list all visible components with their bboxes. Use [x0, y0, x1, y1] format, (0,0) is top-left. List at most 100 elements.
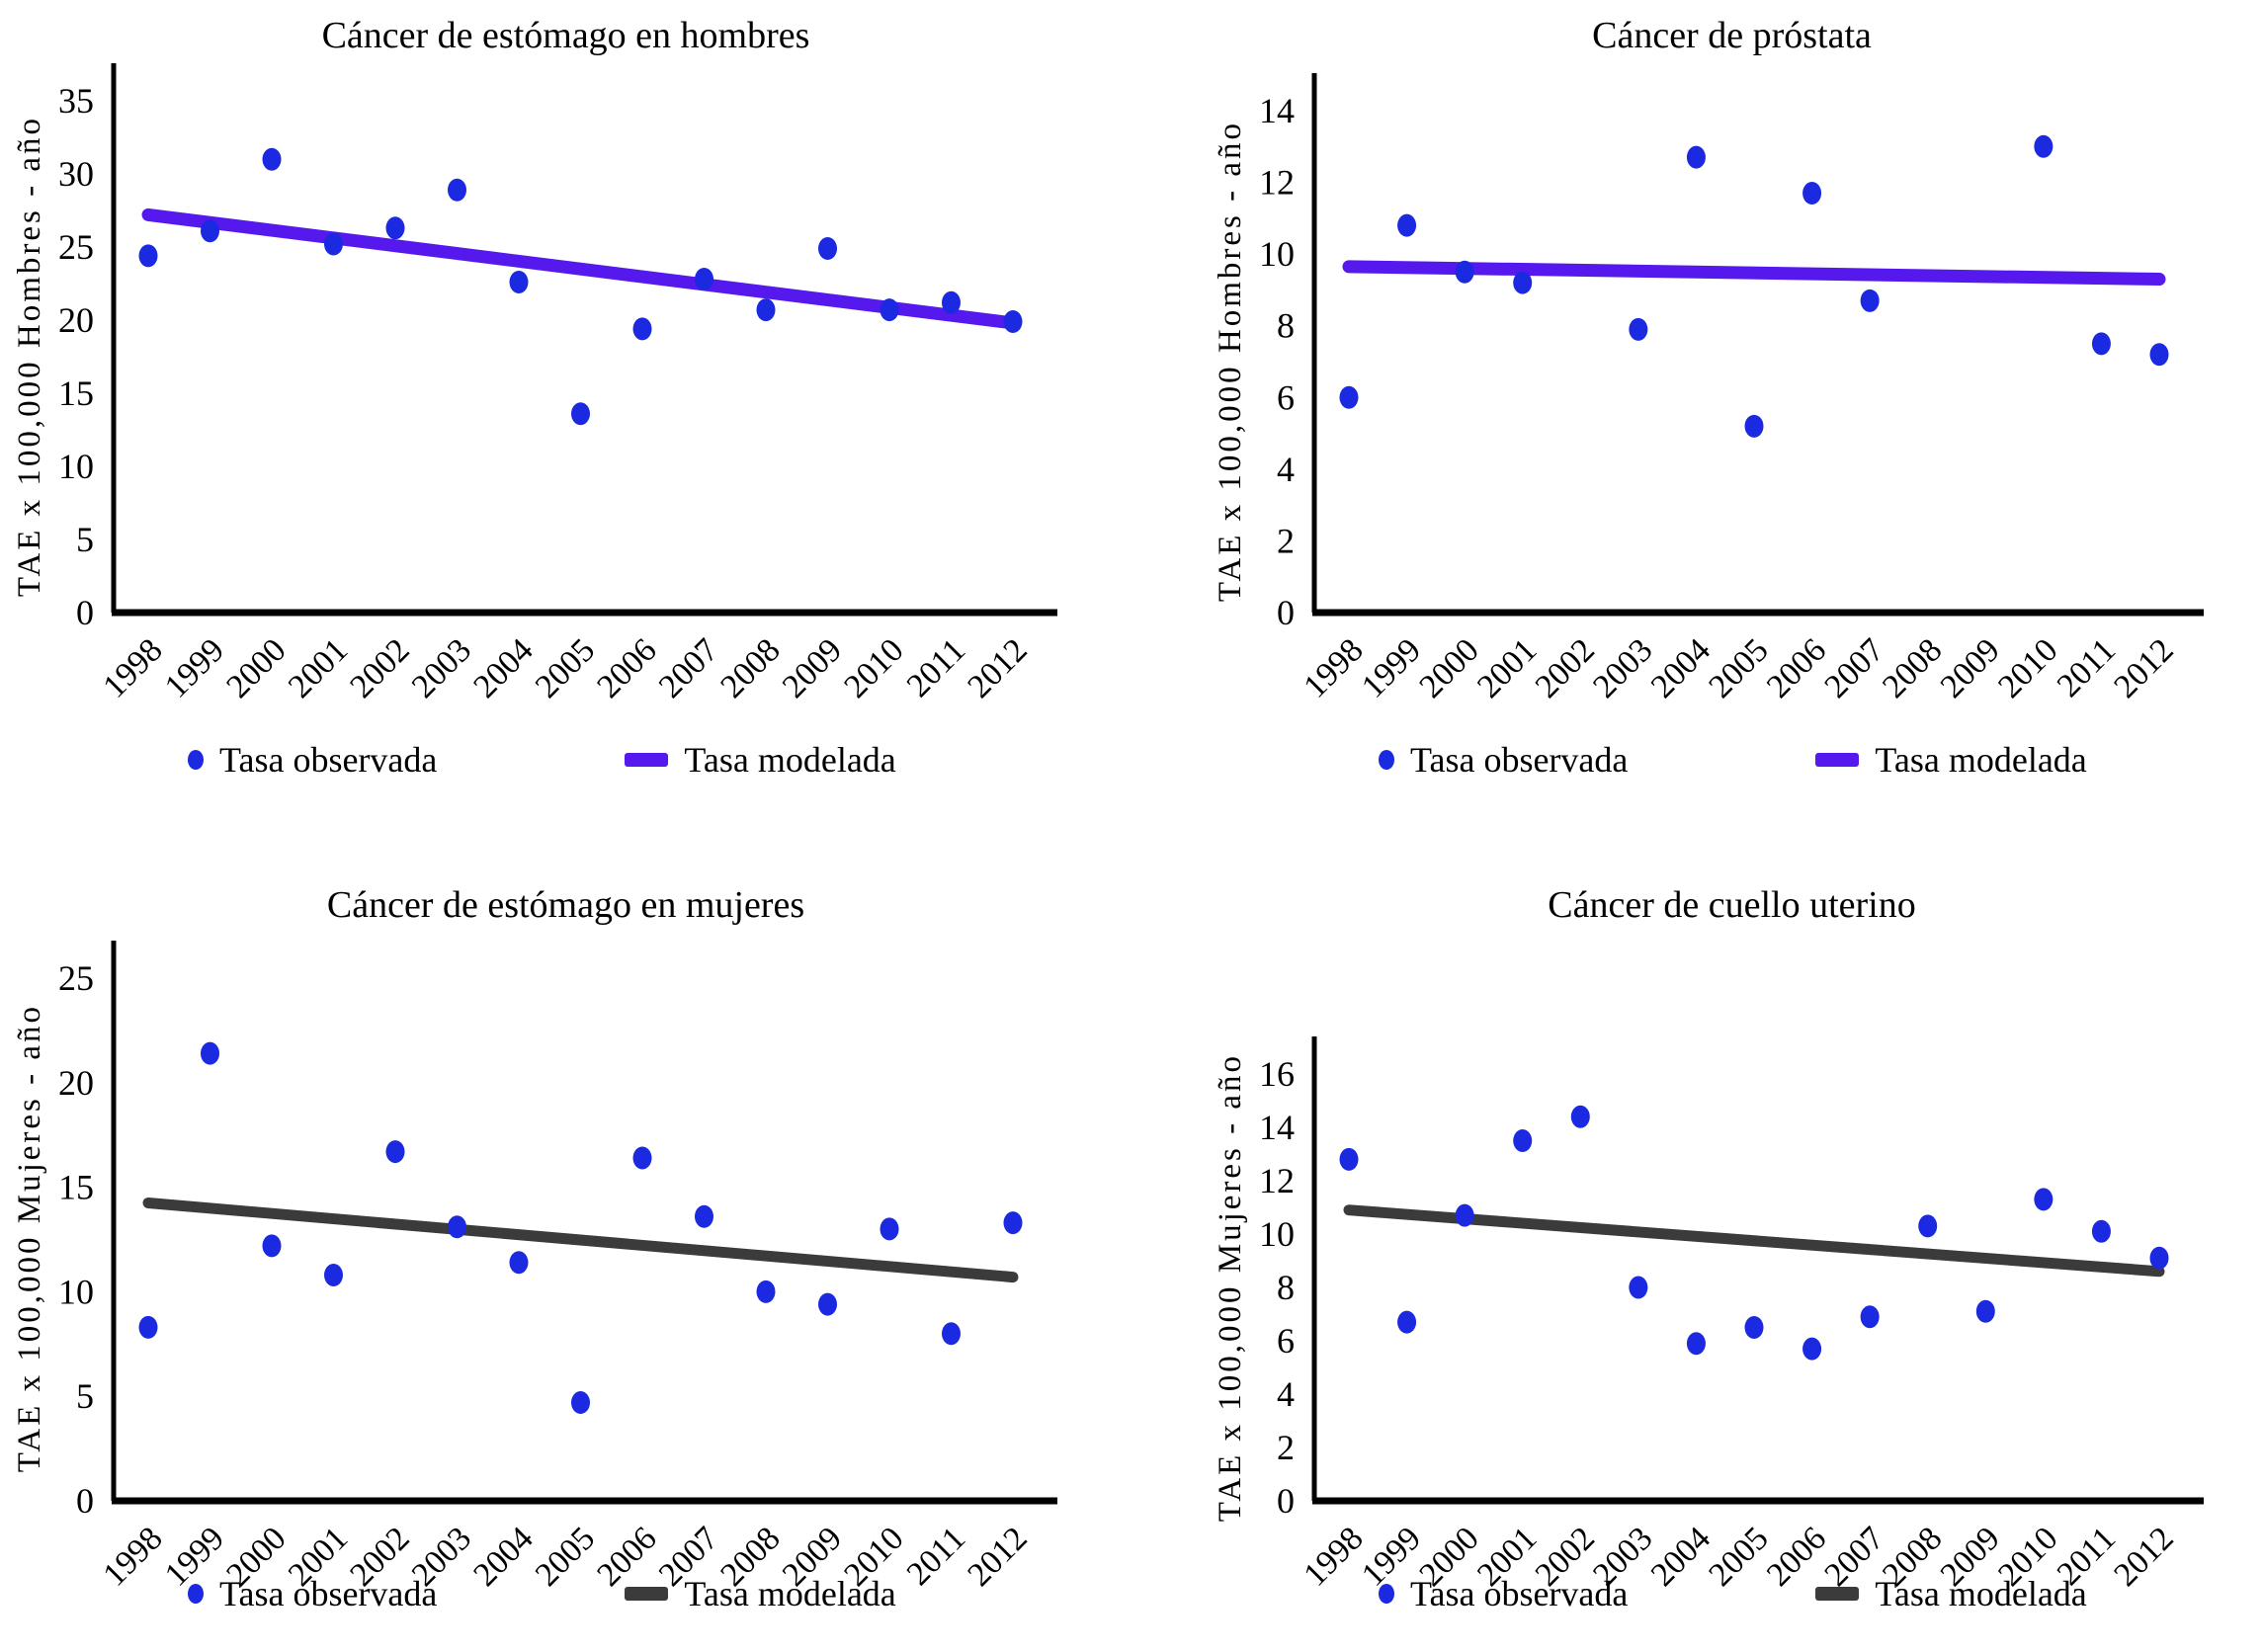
- chart-plot-area: 0510152025199819992000200120022003200420…: [59, 941, 1057, 1594]
- data-point: [942, 290, 961, 314]
- x-tick-label: 2008: [713, 631, 787, 704]
- x-tick-label: 2010: [1991, 631, 2064, 704]
- data-point: [1860, 289, 1880, 312]
- data-point: [1744, 1316, 1764, 1339]
- legend-modeled-label: Tasa modelada: [684, 740, 896, 780]
- data-point: [1455, 1203, 1474, 1227]
- data-point: [1513, 271, 1533, 294]
- legend-observed-label: Tasa observada: [1410, 740, 1629, 780]
- data-point: [1629, 317, 1648, 341]
- observed-dot-icon: [188, 750, 204, 770]
- plot-row: TAE x 100,000 Hombres - año 0 5 10 15 20 25 30…: [0, 61, 1132, 869]
- x-tick-label: 2003: [1586, 631, 1659, 704]
- data-point: [880, 298, 899, 322]
- y-tick-label: 2: [1277, 521, 1295, 560]
- chart-title: Cáncer de cuello uterino: [1548, 884, 1916, 926]
- modeled-line-icon: [625, 1587, 669, 1601]
- y-tick-label: 0: [76, 1481, 94, 1521]
- y-tick-label: 12: [1260, 1161, 1295, 1200]
- y-tick-label: 12: [1260, 163, 1295, 203]
- chart-stomach-cancer-men: Cáncer de estómago en hombres TAE x 100,…: [0, 0, 1132, 869]
- x-tick-label: 2005: [529, 631, 602, 704]
- x-tick-label: 2006: [590, 631, 663, 704]
- data-point: [1802, 1337, 1822, 1361]
- data-point: [1003, 309, 1023, 333]
- legend-modeled: Tasa modelada: [625, 1573, 896, 1614]
- data-point: [1455, 260, 1474, 284]
- x-tick-label: 1999: [1355, 631, 1428, 704]
- x-tick-label: 2009: [776, 631, 849, 704]
- y-tick-label: 4: [1277, 450, 1295, 489]
- data-point: [1570, 1105, 1590, 1128]
- y-tick-label: 5: [76, 1376, 94, 1416]
- data-point: [385, 216, 405, 240]
- y-tick-label: 14: [1260, 1108, 1295, 1147]
- data-point: [201, 219, 219, 243]
- chart-prostate-cancer: Cáncer de próstata TAE x 100,000 Hombres…: [1132, 0, 2263, 869]
- data-point: [138, 1315, 158, 1339]
- data-point: [942, 1322, 961, 1346]
- x-tick-label: 2001: [1470, 631, 1544, 704]
- y-tick-label: 0: [76, 593, 94, 632]
- legend-observed: Tasa observada: [1379, 1573, 1628, 1614]
- y-tick-label: 20: [59, 1063, 94, 1103]
- data-point: [695, 268, 713, 291]
- data-point: [632, 317, 652, 341]
- plot-row: TAE x 100,000 Hombres - año 0 2 4 6 8 10 12 14 1…: [1201, 61, 2263, 869]
- y-tick-label: 25: [59, 227, 94, 267]
- y-tick-label: 8: [1277, 306, 1295, 346]
- y-tick-label: 10: [59, 447, 94, 486]
- data-point: [571, 1391, 590, 1415]
- x-tick-label: 2004: [1644, 631, 1718, 704]
- data-point: [262, 1234, 282, 1258]
- trend-line: [1343, 1204, 2165, 1278]
- trend-line: [142, 1197, 1019, 1283]
- data-point: [2091, 332, 2111, 356]
- legend-modeled-label: Tasa modelada: [1875, 740, 2087, 780]
- chart-stomach-cancer-women: Cáncer de estómago en mujeres TAE x 100,…: [0, 869, 1132, 1652]
- data-point: [2149, 343, 2169, 367]
- x-tick-label: 2008: [1876, 631, 1949, 704]
- x-tick-label: 2007: [652, 631, 725, 704]
- y-tick-label: 30: [59, 154, 94, 194]
- data-point: [818, 1292, 837, 1316]
- data-point: [1003, 1211, 1023, 1235]
- chart-legend: Tasa observada Tasa modelada: [1379, 739, 2087, 781]
- data-point: [695, 1204, 713, 1228]
- legend-modeled-label: Tasa modelada: [1875, 1574, 2087, 1613]
- x-tick-label: 2001: [282, 631, 355, 704]
- y-tick-label: 10: [1260, 1214, 1295, 1254]
- data-point: [324, 1263, 343, 1286]
- data-point: [2034, 1188, 2053, 1211]
- data-point: [2091, 1219, 2111, 1243]
- data-point: [756, 1280, 776, 1303]
- legend-modeled-label: Tasa modelada: [684, 1574, 896, 1613]
- data-point: [1686, 145, 1706, 169]
- x-tick-label: 2012: [2107, 1520, 2180, 1593]
- data-point: [138, 244, 158, 268]
- y-tick-label: 2: [1277, 1428, 1295, 1467]
- data-point: [1339, 1147, 1359, 1171]
- x-tick-label: 2012: [961, 631, 1034, 704]
- data-point: [262, 147, 282, 171]
- x-tick-label: 1998: [1297, 631, 1370, 704]
- data-point: [385, 1140, 405, 1164]
- chart-legend: Tasa observada Tasa modelada: [1379, 1573, 2087, 1614]
- chart-legend: Tasa observada Tasa modelada: [188, 1573, 896, 1614]
- data-point: [448, 1215, 466, 1239]
- y-tick-label: 10: [1260, 234, 1295, 274]
- x-tick-label: 2000: [1413, 631, 1486, 704]
- legend-observed-label: Tasa observada: [219, 1574, 438, 1613]
- data-point: [324, 232, 343, 256]
- data-point: [509, 271, 529, 294]
- y-axis-title: TAE x 100,000 Mujeres - año: [1212, 1052, 1248, 1523]
- data-point: [2034, 134, 2053, 158]
- chart-cervical-cancer: Cáncer de cuello uterino TAE x 100,000 M…: [1132, 869, 2263, 1652]
- legend-modeled: Tasa modelada: [1815, 739, 2087, 781]
- y-tick-label: 6: [1277, 1321, 1295, 1361]
- legend-observed: Tasa observada: [1379, 739, 1628, 781]
- x-tick-label: 1998: [96, 631, 169, 704]
- y-tick-label: 25: [59, 958, 94, 998]
- plot-row: TAE x 100,000 Mujeres - año 0 2 4 6 8 10 12 14 1…: [1201, 931, 2263, 1644]
